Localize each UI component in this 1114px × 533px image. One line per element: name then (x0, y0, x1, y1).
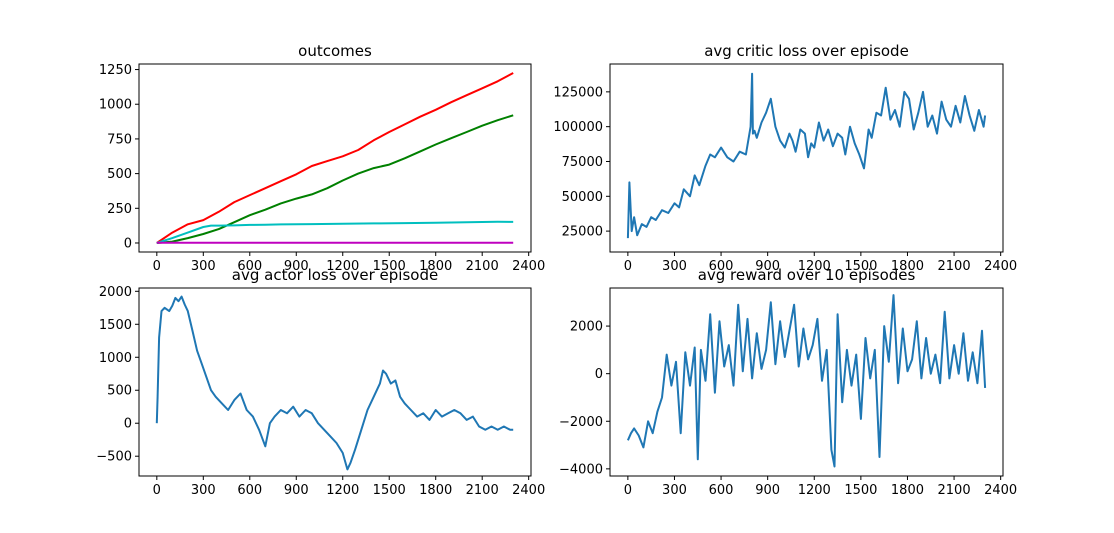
x-tick-label: 900 (755, 483, 780, 498)
x-tick-label: 2400 (512, 483, 545, 498)
y-tick-label: 1250 (99, 63, 132, 78)
x-tick-label: 300 (662, 259, 687, 274)
x-tick-label: 2400 (984, 259, 1017, 274)
x-tick-label: 2100 (466, 259, 499, 274)
x-tick-label: 1200 (326, 483, 359, 498)
y-tick-label: 500 (107, 384, 132, 399)
series-line (626, 72, 987, 239)
y-tick-label: 750 (107, 132, 132, 147)
axes-frame (138, 287, 532, 477)
panel-actor-loss: 0 300 600 900 1200 1500 1800 2100 2400 −500 0 500 10… (96, 266, 545, 498)
x-tick-label: 300 (191, 259, 216, 274)
x-tick-label: 1500 (373, 483, 406, 498)
y-tick-label: −4000 (559, 462, 603, 477)
y-tick-label: −2000 (559, 415, 603, 430)
panel-outcomes: 0 300 600 900 1200 1500 1800 2100 2400 0 250 500 750… (99, 42, 545, 274)
y-tick-label: 50000 (562, 190, 603, 205)
chart-title: outcomes (298, 42, 372, 60)
x-tick-label: 1800 (891, 259, 924, 274)
y-tick-label: 1000 (99, 98, 132, 113)
x-tick-label: 0 (624, 483, 632, 498)
x-tick-label: 0 (153, 259, 161, 274)
x-tick-label: 1800 (891, 483, 924, 498)
chart-title: avg reward over 10 episodes (698, 266, 916, 284)
series-line (156, 72, 514, 244)
x-tick-label: 0 (153, 483, 161, 498)
x-tick-label: 1800 (419, 483, 452, 498)
x-tick-label: 600 (709, 259, 734, 274)
y-tick-label: 0 (595, 367, 603, 382)
x-tick-label: 600 (237, 259, 262, 274)
series-line (156, 220, 514, 244)
y-tick-label: 1000 (99, 351, 132, 366)
x-tick-label: 1200 (798, 483, 831, 498)
y-tick-label: 2000 (99, 285, 132, 300)
x-tick-label: 2400 (984, 483, 1017, 498)
x-tick-label: 2100 (938, 259, 971, 274)
x-tick-label: 2400 (512, 259, 545, 274)
chart-title: avg critic loss over episode (704, 42, 909, 60)
x-tick-label: 900 (755, 259, 780, 274)
series-line (626, 294, 987, 468)
y-tick-label: −500 (96, 450, 132, 465)
y-tick-label: 2000 (570, 320, 603, 335)
x-tick-label: 900 (284, 483, 309, 498)
x-tick-label: 600 (709, 483, 734, 498)
x-tick-label: 600 (237, 483, 262, 498)
y-tick-label: 0 (124, 236, 132, 251)
axes-frame (138, 63, 532, 253)
y-tick-label: 1500 (99, 318, 132, 333)
x-tick-label: 1800 (419, 259, 452, 274)
x-tick-label: 2100 (938, 483, 971, 498)
y-tick-label: 500 (107, 167, 132, 182)
x-tick-label: 1200 (326, 259, 359, 274)
x-tick-label: 1500 (844, 259, 877, 274)
axes-frame (609, 287, 1004, 477)
panel-reward: 0 300 600 900 1200 1500 1800 2100 2400 −4000 −2000… (559, 266, 1017, 498)
series-line (155, 295, 514, 471)
x-tick-label: 1200 (798, 259, 831, 274)
series-line (156, 114, 514, 244)
y-tick-label: 75000 (562, 155, 603, 170)
x-tick-label: 300 (191, 483, 216, 498)
x-tick-label: 0 (624, 259, 632, 274)
axes-frame (609, 63, 1004, 253)
x-tick-label: 2100 (466, 483, 499, 498)
x-tick-label: 900 (284, 259, 309, 274)
x-tick-label: 300 (662, 483, 687, 498)
x-tick-label: 1500 (373, 259, 406, 274)
y-tick-label: 125000 (553, 85, 603, 100)
x-tick-label: 1500 (844, 483, 877, 498)
chart-title: avg actor loss over episode (232, 266, 438, 284)
y-tick-label: 0 (124, 417, 132, 432)
y-tick-label: 250 (107, 202, 132, 217)
panel-critic-loss: 0 300 600 900 1200 1500 1800 2100 2400 25000 50000… (553, 42, 1017, 274)
y-tick-label: 25000 (562, 225, 603, 240)
y-tick-label: 100000 (553, 120, 603, 135)
